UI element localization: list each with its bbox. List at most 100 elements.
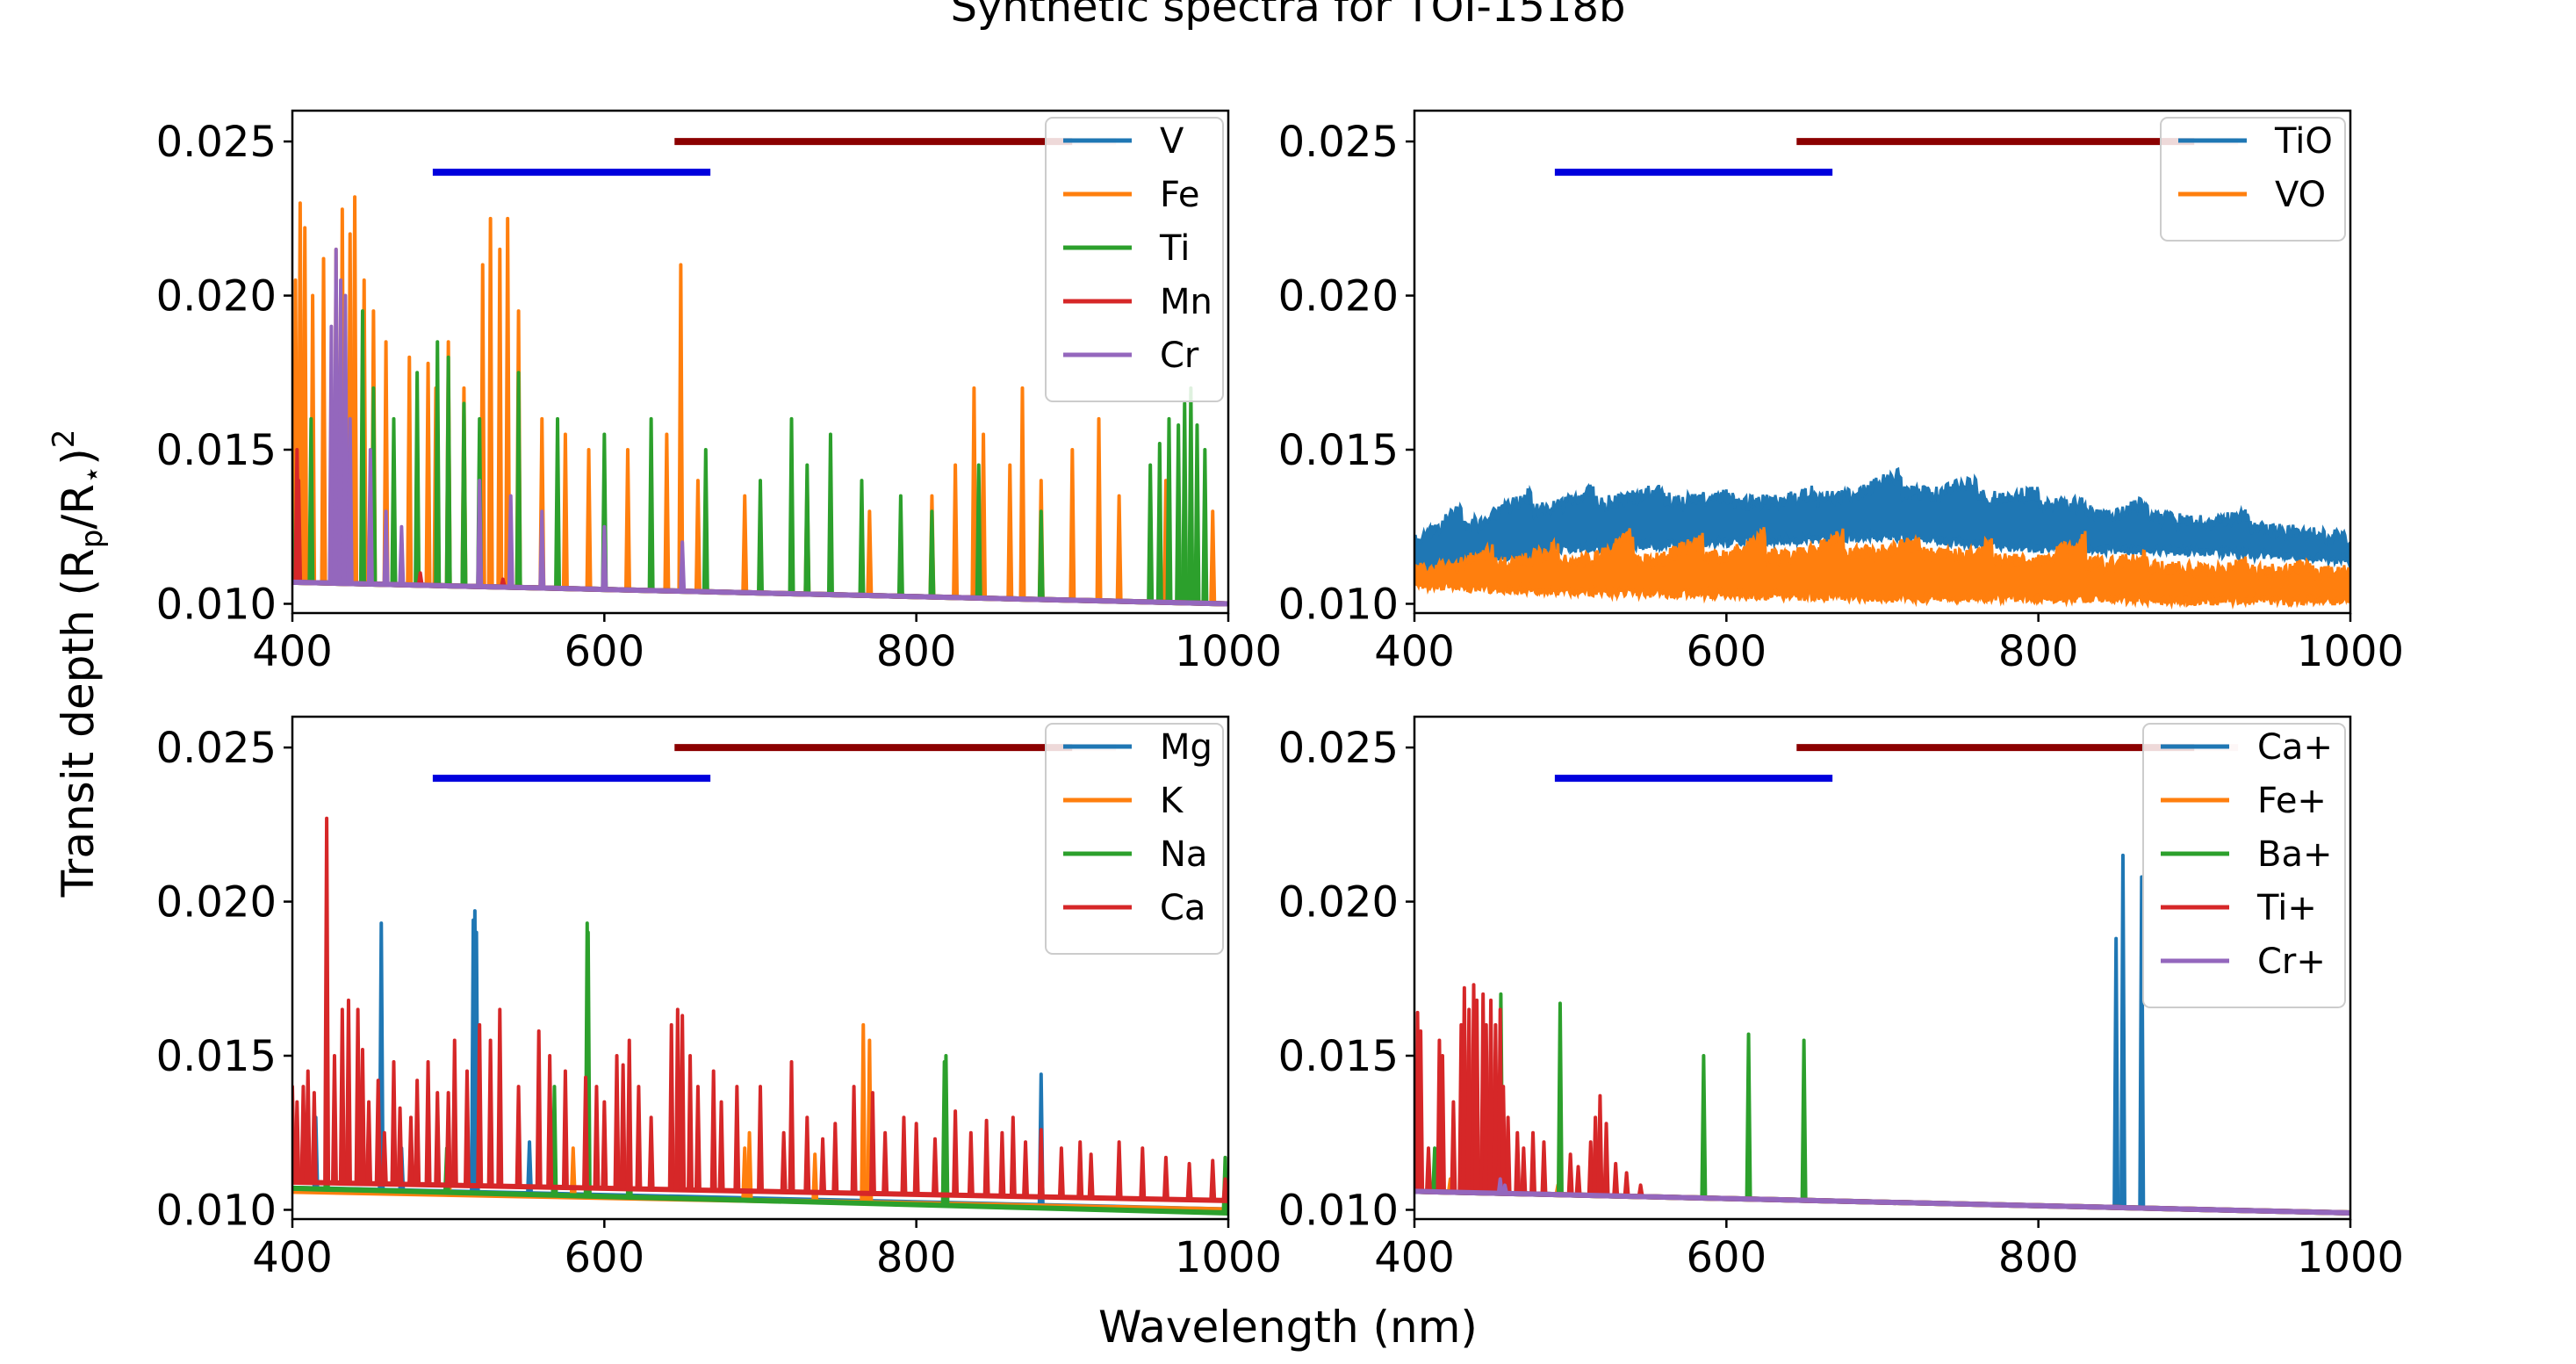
y-tick-label: 0.025: [156, 724, 277, 773]
spike-ti: [788, 416, 795, 595]
y-tick-label: 0.015: [1278, 426, 1399, 475]
spike-ca: [733, 1085, 741, 1191]
spike-ca: [850, 1085, 858, 1194]
spike-ti: [1175, 422, 1183, 603]
spike-ca: [694, 1085, 702, 1191]
series-tio: [1414, 466, 2350, 577]
spike-ca: [486, 1038, 494, 1187]
spike-k: [745, 1130, 753, 1201]
spike-ca: [757, 1085, 764, 1192]
spike-fe: [1018, 386, 1026, 600]
spike-ca: [304, 1069, 312, 1183]
spike-ti-plus: [1492, 1022, 1500, 1194]
spike-ba-plus: [1800, 1038, 1808, 1201]
spike-ti: [1193, 422, 1201, 603]
legend: Mg K Na Ca: [1045, 723, 1224, 955]
spike-fe: [585, 448, 593, 589]
spike-fe: [1209, 509, 1217, 604]
x-tick-label: 600: [1687, 627, 1767, 676]
spike-ca: [625, 1038, 633, 1189]
legend-label-na: Na: [1160, 834, 1207, 875]
spike-ti-plus: [1482, 1022, 1490, 1194]
spike-ca-plus: [1402, 1179, 1406, 1191]
spike-cr: [366, 448, 374, 584]
spike-fe: [970, 386, 978, 598]
spike-ti: [358, 309, 366, 584]
spike-ca: [1162, 1155, 1169, 1200]
spike-fe: [663, 432, 671, 591]
spike-ca: [717, 1100, 725, 1191]
spike-cr: [601, 524, 608, 590]
spike-ca: [667, 1022, 675, 1190]
legend-label-ti-plus: Ti+: [2256, 888, 2317, 928]
series-cr: [292, 247, 1228, 607]
spike-ti-plus: [1623, 1171, 1630, 1197]
spike-fe: [406, 355, 414, 585]
axes-frame: [1413, 109, 2352, 615]
spike-fe: [561, 432, 569, 589]
spike-mg: [526, 1140, 534, 1194]
spike-ti-plus: [1612, 1161, 1620, 1196]
spike-ca: [868, 1091, 876, 1194]
spike-ti: [1181, 401, 1189, 603]
y-tick-label: 0.020: [156, 272, 277, 321]
y-tick-label: 0.015: [1278, 1032, 1399, 1081]
spike-ca: [1076, 1140, 1084, 1198]
spike-fe: [296, 201, 304, 583]
spike-ca: [323, 816, 331, 1183]
panel-bottom-right: 400 600 800 1000 0.010 0.015 0.020 0.025 Ca+ Fe+ B…: [1278, 715, 2404, 1282]
spike-ti: [928, 509, 936, 597]
spike-cr: [476, 479, 484, 587]
spike-cr: [679, 540, 687, 592]
spike-fe: [486, 216, 494, 588]
spike-ti-plus: [1424, 1146, 1432, 1192]
legend-label-tio: TiO: [2274, 121, 2333, 162]
spike-ti: [702, 448, 709, 592]
y-tick-label: 0.010: [1278, 1186, 1399, 1235]
spike-ca: [1139, 1146, 1147, 1200]
spike-k: [569, 1146, 577, 1197]
spike-cr: [398, 524, 406, 585]
series-ti-plus: [1414, 983, 2350, 1216]
spike-ba-plus: [1700, 1054, 1708, 1199]
axes-frame: [1413, 715, 2352, 1221]
legend-label-ca-plus: Ca+: [2257, 727, 2333, 768]
spike-ca: [912, 1122, 920, 1194]
y-axis-label-sub-star: ⋆: [75, 465, 110, 484]
spike-ca: [635, 1085, 643, 1189]
spike-ti: [460, 401, 468, 587]
spike-ca: [900, 1115, 908, 1194]
spike-ti: [444, 355, 452, 587]
axes-frame: [291, 109, 1230, 615]
spike-ca: [344, 998, 352, 1184]
spike-ti-plus: [1520, 1146, 1528, 1194]
y-tick-label: 0.020: [1278, 272, 1399, 321]
y-axis-label-part: /R: [53, 484, 104, 530]
legend-box: [1045, 723, 1224, 955]
spike-ti-plus: [1500, 1085, 1507, 1194]
spike-ti: [1037, 509, 1045, 600]
legend-label-cr: Cr: [1160, 336, 1199, 376]
spike-ti: [1165, 416, 1173, 603]
spike-ca: [450, 1038, 458, 1186]
spike-ca: [1115, 1140, 1123, 1199]
spike-mn: [416, 571, 424, 586]
spike-ca: [476, 1022, 484, 1187]
spike-cr: [337, 278, 345, 584]
series-baseline-na: [292, 1185, 1228, 1216]
legend-label-vo: VO: [2275, 175, 2326, 215]
spike-ca: [535, 1028, 543, 1187]
spike-cr: [332, 247, 340, 584]
spike-ba-plus: [1431, 1146, 1439, 1193]
spike-ca: [514, 1085, 522, 1187]
plot-area: [292, 195, 1228, 607]
y-axis-label-sub-p: p: [75, 530, 110, 549]
legend: Ca+ Fe+ Ba+ Ti+ Cr+: [2142, 723, 2346, 1008]
panel-top-left: 400 600 800 1000 0.010 0.015 0.020 0.025 V Fe Ti Mn…: [156, 109, 1282, 676]
plot-area: [292, 816, 1228, 1216]
spike-fe: [496, 247, 504, 588]
spike-ca-plus: [2138, 875, 2146, 1209]
spike-ti-plus: [1602, 1122, 1610, 1196]
spike-ca: [780, 1130, 788, 1193]
spike-ti: [1155, 441, 1163, 603]
